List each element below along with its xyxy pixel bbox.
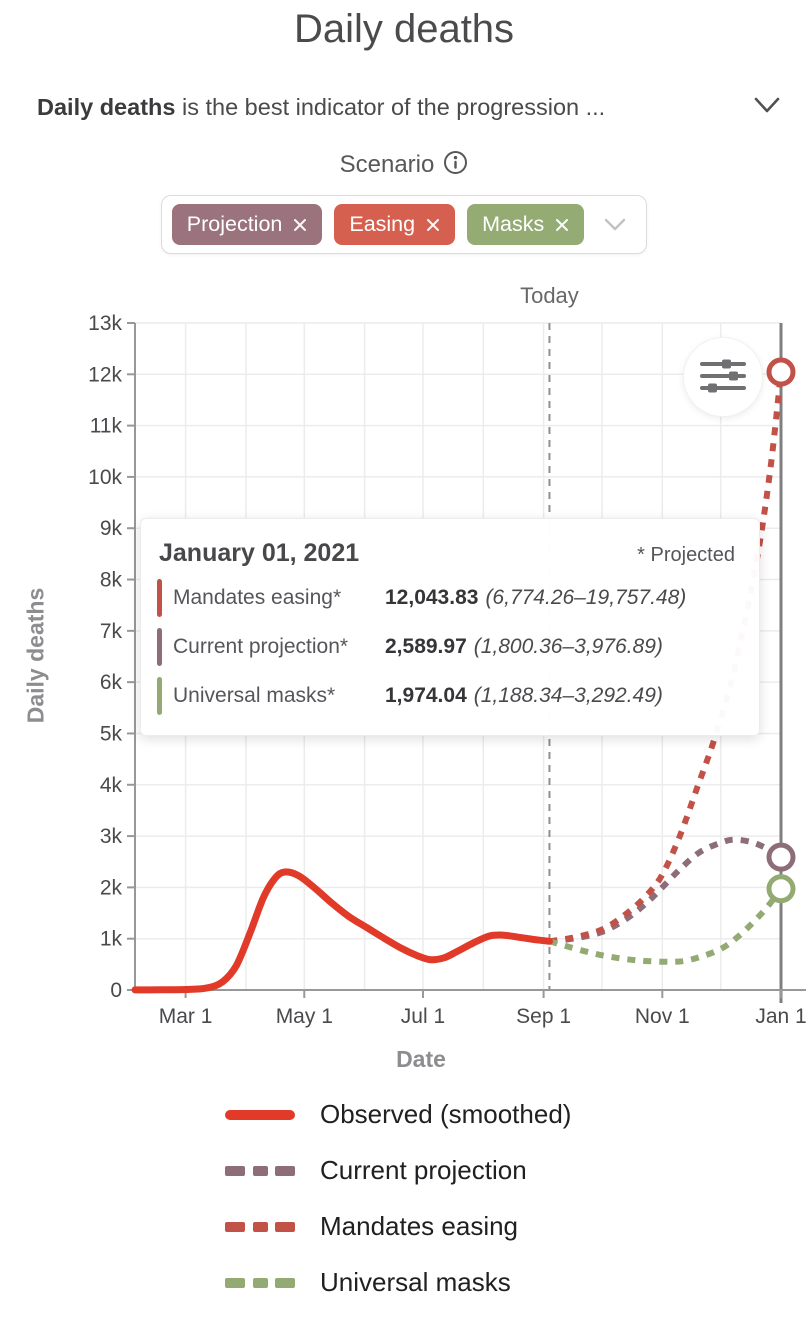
- tooltip-rows: Mandates easing* 12,043.83 (6,774.26–19,75…: [157, 579, 735, 715]
- y-tick-label: 6k: [100, 671, 123, 694]
- y-tick-label: 8k: [100, 569, 123, 592]
- x-tick-label: Jan 1: [755, 1005, 806, 1028]
- chart-settings-button[interactable]: [684, 338, 762, 416]
- legend-swatch: [225, 1221, 295, 1232]
- y-tick-label: 9k: [100, 517, 123, 540]
- chip-label: Masks: [482, 212, 545, 236]
- chart-area: Today 0 1k 2k 3k 4k 5k 6k 7k 8k 9k 10k 11k 12k 13k Mar …: [0, 270, 808, 1030]
- scenario-chips: Projection Easing Masks: [171, 204, 585, 245]
- scenario-chip-projection[interactable]: Projection: [171, 204, 323, 245]
- legend-label: Universal masks: [320, 1267, 511, 1297]
- scenario-chip-masks[interactable]: Masks: [467, 204, 585, 245]
- legend-item-mandates-easing[interactable]: Mandates easing: [225, 1211, 808, 1242]
- tooltip-series-value: 2,589.97: [385, 635, 467, 658]
- x-tick-label: Mar 1: [159, 1005, 213, 1028]
- legend-label: Mandates easing: [320, 1211, 519, 1241]
- y-tick-label: 13k: [88, 312, 122, 335]
- tooltip-series-label: Universal masks*: [173, 684, 336, 707]
- series-color-bar: [157, 677, 162, 715]
- legend-swatch: [225, 1109, 295, 1120]
- chip-dismiss-x-icon[interactable]: [555, 218, 569, 232]
- chip-label: Easing: [349, 212, 416, 236]
- tooltip-projected-note: * Projected: [637, 544, 735, 566]
- y-tick-label: 12k: [88, 363, 122, 386]
- series-color-bar: [157, 579, 162, 617]
- chip-label: Projection: [186, 212, 283, 236]
- chart-tooltip: January 01, 2021 * Projected Mandates ea…: [140, 518, 760, 736]
- y-tick-label: 0: [110, 979, 122, 1002]
- description-rest: is the best indicator of the progression…: [175, 94, 606, 120]
- legend-item-universal-masks[interactable]: Universal masks: [225, 1267, 808, 1298]
- tooltip-series-value: 12,043.83: [385, 586, 479, 609]
- y-axis-title: Daily deaths: [22, 587, 49, 724]
- legend-item-observed-smoothed-[interactable]: Observed (smoothed): [225, 1099, 808, 1130]
- tooltip-series-label: Current projection*: [173, 635, 349, 658]
- x-tick-label: Nov 1: [635, 1005, 690, 1028]
- series-color-bar: [157, 628, 162, 666]
- chart-legend: Observed (smoothed) Current projection Man…: [225, 1099, 808, 1298]
- y-tick-label: 11k: [90, 415, 123, 438]
- tooltip-series-value: 1,974.04: [385, 684, 467, 707]
- tooltip-row: Universal masks* 1,974.04 (1,188.34–3,292.…: [157, 677, 735, 715]
- scenario-label: Scenario: [339, 151, 435, 178]
- expand-description-chevron-icon[interactable]: [754, 97, 780, 119]
- y-tick-label: 5k: [100, 722, 123, 745]
- legend-item-current-projection[interactable]: Current projection: [225, 1155, 808, 1186]
- y-tick-label: 10k: [88, 466, 122, 489]
- axes: 0 1k 2k 3k 4k 5k 6k 7k 8k 9k 10k 11k 12k 13k Mar 1 May …: [88, 312, 807, 1028]
- description-bold: Daily deaths: [37, 94, 176, 120]
- tooltip-series-label: Mandates easing*: [173, 586, 342, 609]
- endpoint-marker-mandates-easing[interactable]: [766, 357, 796, 387]
- y-tick-label: 2k: [100, 876, 123, 899]
- legend-swatch: [225, 1165, 295, 1176]
- endpoint-marker-universal-masks[interactable]: [766, 874, 796, 904]
- series-line-universal-masks[interactable]: [548, 886, 784, 965]
- chip-dismiss-x-icon[interactable]: [426, 218, 440, 232]
- legend-label: Observed (smoothed): [320, 1099, 572, 1129]
- description-row[interactable]: Daily deaths is the best indicator of th…: [0, 94, 808, 121]
- y-tick-label: 7k: [100, 620, 123, 643]
- scenario-dropdown-chevron-icon[interactable]: [596, 218, 634, 232]
- scenario-chip-easing[interactable]: Easing: [334, 204, 456, 245]
- info-icon[interactable]: [443, 150, 468, 180]
- series-line-observed-smoothed-[interactable]: [131, 868, 553, 994]
- tooltip-row: Mandates easing* 12,043.83 (6,774.26–19,75…: [157, 579, 735, 617]
- legend-swatch: [225, 1277, 295, 1288]
- tooltip-series-range: (1,188.34–3,292.49): [473, 684, 663, 707]
- description-text: Daily deaths is the best indicator of th…: [37, 94, 605, 121]
- endpoint-marker-current-projection[interactable]: [766, 842, 796, 872]
- y-tick-label: 3k: [100, 825, 123, 848]
- chip-dismiss-x-icon[interactable]: [293, 218, 307, 232]
- scenario-header: Scenario: [0, 150, 808, 180]
- page-title: Daily deaths: [293, 7, 515, 51]
- y-tick-label: 4k: [100, 774, 123, 797]
- tooltip-row: Current projection* 2,589.97 (1,800.36–3,9…: [157, 628, 735, 666]
- today-label: Today: [520, 283, 579, 308]
- legend-label: Current projection: [320, 1155, 527, 1185]
- y-tick-label: 1k: [100, 928, 123, 951]
- tooltip-series-range: (6,774.26–19,757.48): [485, 586, 687, 609]
- x-tick-label: Jul 1: [401, 1005, 445, 1028]
- x-tick-label: May 1: [276, 1005, 333, 1028]
- sliders-icon: [700, 358, 746, 397]
- tooltip-date: January 01, 2021: [159, 539, 360, 567]
- x-axis-title: Date: [396, 1046, 446, 1072]
- x-tick-label: Sep 1: [516, 1005, 571, 1028]
- tooltip-series-range: (1,800.36–3,976.89): [473, 635, 663, 658]
- scenario-select[interactable]: Projection Easing Masks: [160, 195, 648, 254]
